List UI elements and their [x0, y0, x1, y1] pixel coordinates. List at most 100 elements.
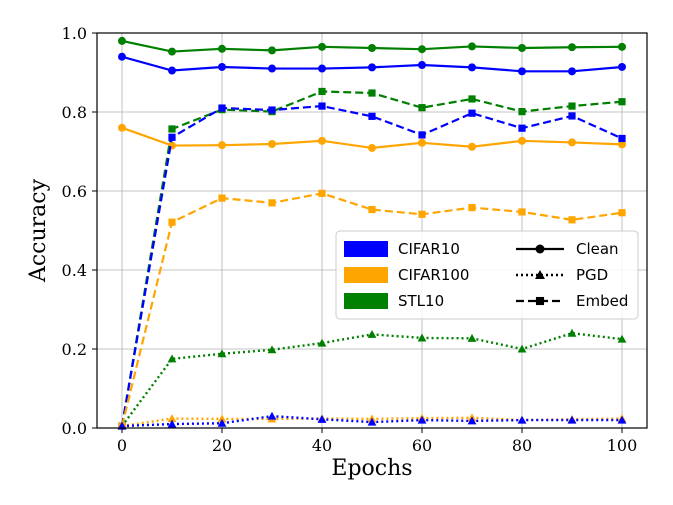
data-point-cifar10-clean — [368, 63, 376, 72]
data-point-cifar10-pgd — [417, 415, 427, 424]
data-point-cifar10-embed — [268, 106, 276, 114]
data-point-cifar10-clean — [168, 66, 176, 75]
legend-label-stl10: STL10 — [398, 292, 444, 310]
data-point-stl10-pgd — [417, 333, 427, 342]
data-point-cifar100-embed — [418, 210, 426, 218]
y-tick-label: 0.8 — [62, 103, 87, 122]
data-point-stl10-embed — [418, 104, 426, 112]
legend-marker-clean — [535, 244, 545, 254]
data-point-stl10-pgd — [267, 345, 277, 354]
data-point-stl10-embed — [468, 95, 476, 103]
data-point-cifar100-clean — [468, 142, 476, 151]
data-point-cifar100-embed — [268, 199, 276, 207]
data-point-stl10-pgd — [317, 338, 327, 347]
data-point-cifar10-embed — [218, 104, 226, 112]
data-point-cifar100-embed — [368, 205, 376, 214]
legend-swatch-cifar100 — [344, 267, 388, 283]
data-point-cifar100-embed — [568, 216, 576, 224]
data-point-cifar10-clean — [418, 60, 426, 69]
plot-frame — [96, 32, 648, 429]
data-point-cifar100-embed — [318, 189, 326, 197]
data-point-stl10-clean — [118, 36, 126, 45]
x-tick-label: 80 — [512, 436, 532, 455]
data-point-cifar10-embed — [618, 134, 626, 143]
data-point-stl10-embed — [168, 125, 176, 133]
data-point-cifar100-clean — [218, 141, 226, 150]
legend-label-cifar100: CIFAR100 — [398, 266, 469, 284]
data-point-cifar10-embed — [168, 133, 176, 141]
data-point-stl10-clean — [168, 47, 176, 56]
data-point-cifar10-clean — [518, 67, 526, 76]
data-point-stl10-embed — [318, 87, 326, 96]
series-line-cifar100-embed — [120, 192, 623, 427]
data-point-cifar10-pgd — [567, 415, 577, 424]
data-point-cifar10-clean — [268, 64, 276, 73]
series-stl10-clean — [118, 36, 626, 56]
series-stl10-pgd — [117, 328, 627, 430]
data-point-cifar100-pgd — [167, 414, 177, 423]
data-point-cifar100-clean — [568, 138, 576, 147]
series-line-cifar10-embed — [120, 104, 623, 427]
data-point-stl10-pgd — [517, 344, 527, 353]
data-point-cifar100-embed — [518, 208, 526, 216]
data-point-stl10-clean — [318, 42, 326, 51]
axis-ticks: 0 20 40 60 80 100 0.0 0.2 0.4 0.6 0.8 1.0 — [62, 24, 638, 455]
y-axis-label: Accuracy — [26, 178, 51, 283]
data-point-stl10-pgd — [617, 334, 627, 343]
data-point-stl10-embed — [568, 102, 576, 110]
data-point-cifar10-pgd — [267, 411, 277, 420]
x-tick-label: 60 — [412, 436, 432, 455]
data-point-cifar100-clean — [518, 136, 526, 145]
data-point-stl10-pgd — [217, 349, 227, 358]
legend-marker-pgd — [535, 270, 545, 279]
data-point-cifar10-clean — [118, 52, 126, 61]
x-tick-label: 100 — [607, 436, 638, 455]
legend-swatch-cifar10 — [344, 241, 388, 257]
legend-label-clean: Clean — [576, 240, 619, 258]
data-point-cifar100-clean — [268, 139, 276, 148]
data-point-stl10-embed — [518, 108, 526, 116]
data-point-cifar10-clean — [618, 62, 626, 71]
data-point-cifar10-pgd — [517, 415, 527, 424]
data-point-cifar100-embed — [468, 203, 476, 212]
data-point-cifar10-pgd — [367, 417, 377, 426]
data-point-stl10-clean — [568, 43, 576, 52]
data-point-cifar100-embed — [218, 194, 226, 202]
y-tick-label: 0.6 — [62, 182, 87, 201]
plot-series — [117, 36, 627, 430]
data-point-cifar10-embed — [418, 131, 426, 139]
y-tick-label: 0.0 — [62, 419, 87, 438]
x-tick-label: 0 — [117, 436, 127, 455]
grid — [97, 32, 647, 429]
data-point-cifar100-clean — [368, 143, 376, 152]
y-tick-label: 0.2 — [62, 340, 87, 359]
data-point-stl10-pgd — [167, 354, 177, 363]
data-point-cifar100-embed — [618, 209, 626, 217]
data-point-cifar10-embed — [568, 112, 576, 120]
x-axis-label: Epochs — [331, 456, 412, 481]
data-point-stl10-clean — [368, 44, 376, 53]
data-point-cifar10-clean — [218, 62, 226, 71]
data-point-stl10-clean — [268, 46, 276, 55]
legend-marker-embed — [535, 296, 545, 306]
y-tick-label: 1.0 — [62, 24, 87, 43]
data-point-cifar10-clean — [468, 63, 476, 72]
data-point-cifar100-clean — [318, 136, 326, 145]
data-point-cifar10-pgd — [167, 419, 177, 428]
data-point-stl10-clean — [618, 42, 626, 51]
y-tick-label: 0.4 — [62, 261, 87, 280]
data-point-stl10-pgd — [567, 328, 577, 337]
data-point-cifar10-pgd — [617, 415, 627, 424]
data-point-stl10-embed — [368, 89, 376, 97]
data-point-cifar10-embed — [468, 109, 476, 117]
data-point-cifar10-clean — [568, 67, 576, 76]
data-point-cifar100-pgd — [217, 414, 227, 423]
data-point-cifar10-clean — [318, 64, 326, 73]
series-cifar10-clean — [118, 52, 626, 76]
x-tick-label: 40 — [312, 436, 332, 455]
data-point-cifar10-embed — [518, 124, 526, 132]
data-point-cifar10-embed — [318, 102, 326, 110]
legend: CIFAR10 CIFAR100 STL10 Clean PGD Embed — [335, 230, 639, 320]
data-point-stl10-pgd — [467, 333, 477, 342]
